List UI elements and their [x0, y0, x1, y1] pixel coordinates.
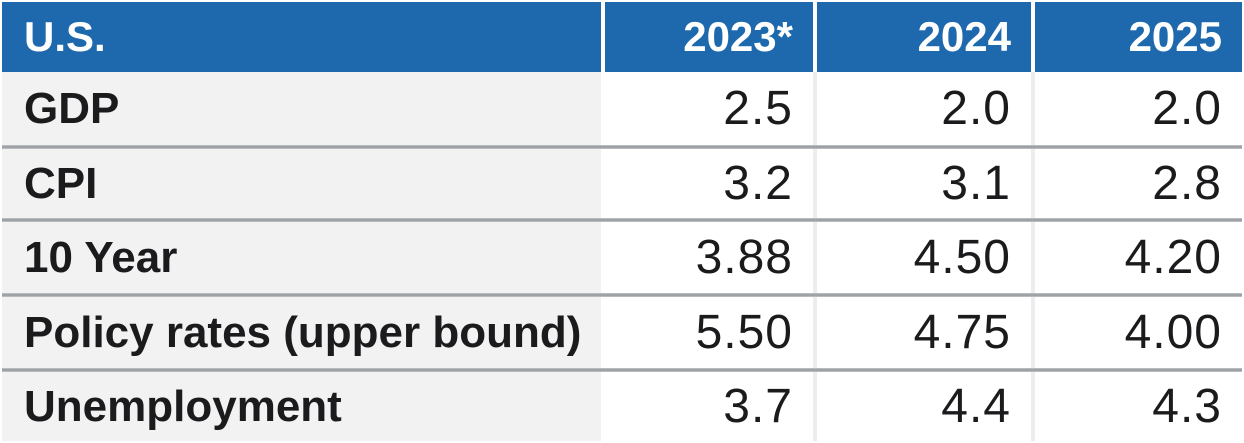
value-text: 2.0	[1152, 81, 1222, 135]
value-cell-10year-2023: 3.88	[605, 222, 813, 293]
row-label-gdp: GDP	[2, 72, 601, 145]
value-text: 4.50	[913, 230, 1011, 284]
value-text: 2.8	[1152, 156, 1222, 210]
row-divider	[2, 368, 1242, 372]
row-label-cpi: CPI	[2, 149, 601, 218]
header-year-label: 2024	[917, 13, 1011, 60]
column-gap	[601, 72, 605, 145]
column-divider	[813, 297, 817, 368]
column-gap	[601, 149, 605, 218]
header-year-label: 2023*	[683, 13, 793, 60]
value-text: 4.20	[1124, 230, 1222, 284]
column-gap	[601, 222, 605, 293]
row-label-text: 10 Year	[24, 232, 178, 282]
value-text: 4.75	[913, 305, 1011, 359]
header-cell-year-2025: 2025	[1035, 2, 1242, 72]
column-divider	[1031, 297, 1035, 368]
value-text: 4.3	[1152, 379, 1222, 433]
row-label-text: GDP	[24, 83, 120, 133]
header-cell-region: U.S.	[2, 2, 601, 72]
column-divider	[813, 222, 817, 293]
row-label-policy-rates: Policy rates (upper bound)	[2, 297, 601, 368]
row-label-text: Unemployment	[24, 381, 342, 431]
row-divider	[2, 293, 1242, 297]
column-divider	[813, 149, 817, 218]
row-label-text: CPI	[24, 158, 98, 208]
value-text: 3.88	[695, 230, 793, 284]
value-cell-cpi-2023: 3.2	[605, 149, 813, 218]
value-text: 4.00	[1124, 305, 1222, 359]
value-text: 3.1	[941, 156, 1011, 210]
value-cell-cpi-2024: 3.1	[817, 149, 1031, 218]
header-cell-year-2023: 2023*	[605, 2, 813, 72]
column-gap	[601, 372, 605, 441]
value-cell-gdp-2025: 2.0	[1035, 72, 1242, 145]
column-gap	[601, 297, 605, 368]
value-cell-gdp-2024: 2.0	[817, 72, 1031, 145]
value-cell-policy-2023: 5.50	[605, 297, 813, 368]
row-label-text: Policy rates (upper bound)	[24, 307, 582, 357]
value-text: 4.4	[941, 379, 1011, 433]
header-column-gap	[601, 2, 605, 72]
header-year-label: 2025	[1128, 13, 1222, 60]
header-cell-year-2024: 2024	[817, 2, 1031, 72]
value-text: 3.7	[723, 379, 793, 433]
column-divider	[1031, 222, 1035, 293]
value-cell-gdp-2023: 2.5	[605, 72, 813, 145]
value-text: 2.5	[723, 81, 793, 135]
row-label-10-year: 10 Year	[2, 222, 601, 293]
value-cell-unemployment-2024: 4.4	[817, 372, 1031, 441]
value-cell-unemployment-2025: 4.3	[1035, 372, 1242, 441]
value-cell-policy-2024: 4.75	[817, 297, 1031, 368]
column-divider	[1031, 149, 1035, 218]
row-divider	[2, 145, 1242, 149]
value-cell-10year-2025: 4.20	[1035, 222, 1242, 293]
value-cell-policy-2025: 4.00	[1035, 297, 1242, 368]
value-text: 2.0	[941, 81, 1011, 135]
value-text: 5.50	[695, 305, 793, 359]
row-divider	[2, 218, 1242, 222]
header-column-gap	[1031, 2, 1035, 72]
value-cell-unemployment-2023: 3.7	[605, 372, 813, 441]
column-divider	[1031, 72, 1035, 145]
column-divider	[813, 372, 817, 441]
header-region-label: U.S.	[24, 13, 106, 60]
value-cell-cpi-2025: 2.8	[1035, 149, 1242, 218]
row-label-unemployment: Unemployment	[2, 372, 601, 441]
value-text: 3.2	[723, 156, 793, 210]
column-divider	[813, 72, 817, 145]
header-column-gap	[813, 2, 817, 72]
column-divider	[1031, 372, 1035, 441]
value-cell-10year-2024: 4.50	[817, 222, 1031, 293]
